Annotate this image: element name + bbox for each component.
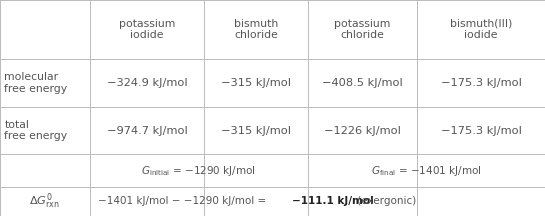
Text: total
free energy: total free energy [4,120,68,141]
Text: bismuth(III)
iodide: bismuth(III) iodide [450,19,512,41]
Text: −175.3 kJ/mol: −175.3 kJ/mol [440,78,522,88]
Text: −315 kJ/mol: −315 kJ/mol [221,78,291,88]
Text: $\Delta G^0_\mathrm{rxn}$: $\Delta G^0_\mathrm{rxn}$ [29,192,60,211]
Text: −1401 kJ/mol − −1290 kJ/mol =: −1401 kJ/mol − −1290 kJ/mol = [98,196,270,206]
Text: (exergonic): (exergonic) [354,196,416,206]
Text: $G_\mathrm{initial}$ = −1290 kJ/mol: $G_\mathrm{initial}$ = −1290 kJ/mol [142,164,256,178]
Text: potassium
chloride: potassium chloride [334,19,391,41]
Text: potassium
iodide: potassium iodide [119,19,175,41]
Text: −111.1 kJ/mol: −111.1 kJ/mol [292,196,373,206]
Text: $G_\mathrm{final}$ = −1401 kJ/mol: $G_\mathrm{final}$ = −1401 kJ/mol [371,164,482,178]
Text: −315 kJ/mol: −315 kJ/mol [221,126,291,136]
Text: −1226 kJ/mol: −1226 kJ/mol [324,126,401,136]
Text: bismuth
chloride: bismuth chloride [234,19,278,41]
Text: molecular
free energy: molecular free energy [4,72,68,94]
Text: −175.3 kJ/mol: −175.3 kJ/mol [440,126,522,136]
Text: −324.9 kJ/mol: −324.9 kJ/mol [107,78,187,88]
Text: −408.5 kJ/mol: −408.5 kJ/mol [322,78,403,88]
Text: −974.7 kJ/mol: −974.7 kJ/mol [107,126,187,136]
